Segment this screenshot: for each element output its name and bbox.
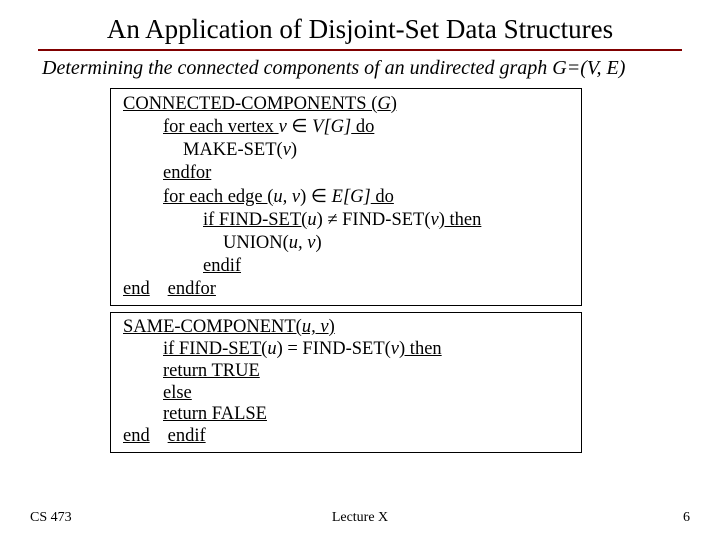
algo1-l5u: u [307,210,316,230]
algo2-l2: return TRUE [163,361,260,381]
algorithm-box-1: CONNECTED-COMPONENTS (G) for each vertex… [110,88,582,306]
algo1-l1c: V[G] [312,117,351,137]
algo1-end: end [123,278,163,301]
algo1-l5b: ) ≠ FIND-SET( [317,210,431,230]
algo2-header-uv: u, v [302,317,329,337]
algo2-l1b: ) = FIND-SET( [277,339,391,359]
algo2-line2: return TRUE [123,361,571,383]
algo1-l1d: do [351,117,374,137]
algo1-l6b: ) [315,233,321,253]
algo1-l1v: v [279,117,287,137]
algo1-endrow: end endfor [123,278,571,301]
algo2-l3: else [163,383,192,403]
algo1-line5: if FIND-SET(u) ≠ FIND-SET(v) then [123,209,571,232]
algo1-header-b: ) [391,94,397,114]
algo1-l4uv: u, v [273,187,300,207]
algo1-l5v: v [431,210,439,230]
subtitle-text: Determining the connected components of … [42,57,552,79]
algo1-line6: UNION(u, v) [123,232,571,255]
algo1-l1a: for each vertex [163,117,279,137]
footer-right: 6 [683,510,690,526]
algo1-l6uv: u, v [289,233,316,253]
algo2-l1v: v [391,339,399,359]
algo1-l5a: if FIND-SET( [203,210,307,230]
algo2-end: end [123,426,163,448]
algo1-line3: endfor [123,162,571,185]
algo1-l1b: ∈ [287,117,312,137]
title-rule [38,49,682,51]
footer-left: CS 473 [30,510,72,526]
algo1-l3: endfor [163,163,211,183]
algo1-line4: for each edge (u, v) ∈ E[G] do [123,186,571,209]
algo1-l4d: do [371,187,394,207]
subtitle-graph: G=(V, E) [552,57,625,79]
algo2-l1a: if FIND-SET( [163,339,267,359]
algo2-header-b: ) [329,317,335,337]
algo2-endrow: end endif [123,426,571,448]
algo2-header: SAME-COMPONENT(u, v) [123,317,335,337]
algo1-line7: endif [123,255,571,278]
slide-title: An Application of Disjoint-Set Data Stru… [0,0,720,49]
algo1-header: CONNECTED-COMPONENTS (G) [123,94,397,114]
algo2-line3: else [123,383,571,405]
algo1-l5c: ) then [439,210,482,230]
algo2-l1u: u [267,339,276,359]
algo1-l4a: for each edge ( [163,187,273,207]
algo1-line2: MAKE-SET(v) [123,139,571,162]
slide-subtitle: Determining the connected components of … [0,57,720,88]
algo2-line4: return FALSE [123,404,571,426]
algo1-l2a: MAKE-SET( [183,140,283,160]
algo1-l2b: ) [291,140,297,160]
algo1-l7: endif [203,256,241,276]
algo2-line1: if FIND-SET(u) = FIND-SET(v) then [123,339,571,361]
algorithm-box-2: SAME-COMPONENT(u, v) if FIND-SET(u) = FI… [110,312,582,453]
algo1-header-a: CONNECTED-COMPONENTS ( [123,94,377,114]
slide-footer: CS 473 Lecture X 6 [0,510,720,526]
algo1-l4b: ) ∈ [300,187,332,207]
algo1-line1: for each vertex v ∈ V[G] do [123,116,571,139]
algo1-l6a: UNION( [223,233,289,253]
algo1-header-g: G [377,94,390,114]
algo2-l1c: ) then [399,339,442,359]
algo2-l5: endif [168,426,206,446]
algo1-l8: endfor [168,279,216,299]
algo1-l2v: v [283,140,291,160]
footer-center: Lecture X [0,510,720,526]
algo2-l4: return FALSE [163,404,267,424]
algo1-l4c: E[G] [332,187,371,207]
algo2-header-a: SAME-COMPONENT( [123,317,302,337]
